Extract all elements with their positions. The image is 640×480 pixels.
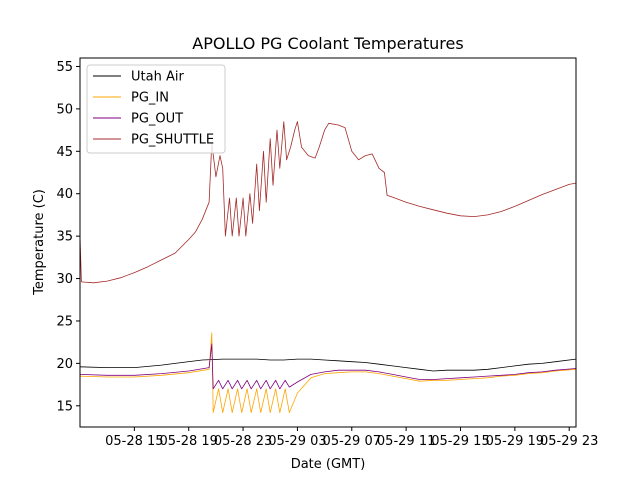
y-tick-label: 30 — [56, 272, 73, 287]
x-tick-label: 05-29 03 — [268, 434, 326, 449]
y-tick-label: 25 — [56, 314, 73, 329]
series-line-utah-air — [80, 358, 576, 372]
legend-label-pg-in: PG_IN — [131, 91, 169, 106]
y-tick-label: 50 — [56, 102, 73, 117]
legend-label-pg-out: PG_OUT — [131, 112, 183, 127]
legend: Utah Air PG_IN PG_OUT PG_SHUTTLE — [86, 64, 226, 154]
x-tick-label: 05-29 19 — [486, 434, 544, 449]
x-tick-label: 05-29 23 — [540, 434, 598, 449]
series-group — [80, 121, 576, 414]
y-tick-label: 35 — [56, 230, 73, 245]
x-tick-label: 05-28 19 — [159, 434, 217, 449]
x-tick-label: 05-29 07 — [323, 434, 381, 449]
y-tick-label: 15 — [56, 399, 73, 414]
legend-label-pg-shuttle: PG_SHUTTLE — [131, 133, 214, 148]
x-tick-label: 05-28 23 — [214, 434, 272, 449]
y-tick-label: 55 — [56, 60, 73, 75]
y-tick-label: 45 — [56, 145, 73, 160]
x-tick-label: 05-28 15 — [105, 434, 163, 449]
legend-label-utah-air: Utah Air — [131, 70, 184, 85]
x-tick-label: 05-29 11 — [377, 434, 435, 449]
series-line-pg-out — [80, 343, 576, 390]
axes-frame — [79, 57, 577, 428]
x-axis-label: Date (GMT) — [291, 457, 366, 472]
series-layer — [80, 121, 576, 414]
legend-box — [86, 64, 226, 154]
x-tick-label: 05-29 15 — [431, 434, 489, 449]
series-line-pg-shuttle — [80, 121, 576, 284]
y-tick-label: 40 — [56, 187, 73, 202]
chart-title: APOLLO PG Coolant Temperatures — [192, 34, 463, 53]
y-axis: 15 20 25 30 35 40 45 50 55 — [56, 60, 80, 414]
y-axis-label: Temperature (C) — [32, 189, 47, 296]
y-tick-label: 20 — [56, 357, 73, 372]
series-line-pg-in — [80, 332, 576, 414]
